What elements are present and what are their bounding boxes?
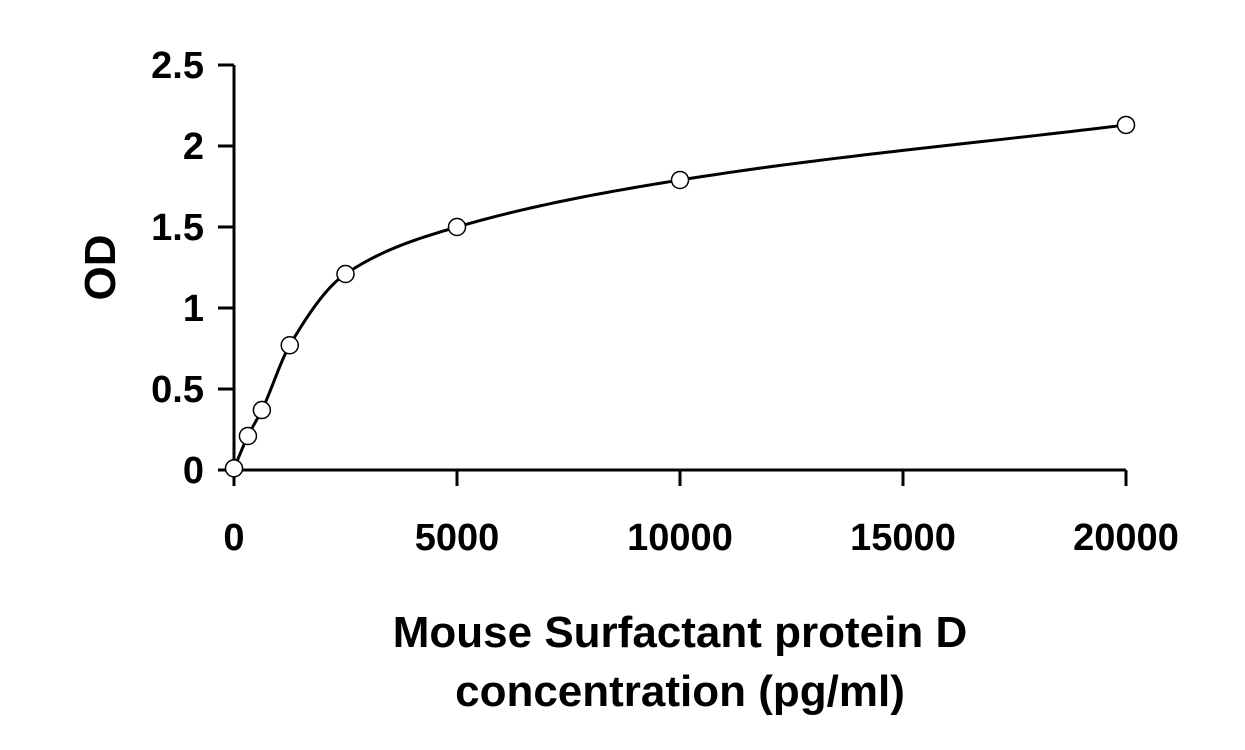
x-tick-label: 0 bbox=[223, 517, 244, 559]
data-point bbox=[252, 400, 272, 420]
y-tick-label: 2 bbox=[183, 126, 204, 168]
x-tick-label: 20000 bbox=[1073, 517, 1179, 559]
chart-axes bbox=[218, 65, 1126, 472]
x-axis-ticks: 0 5000 10000 15000 20000 bbox=[223, 470, 1179, 559]
y-axis-title: OD bbox=[76, 235, 125, 301]
data-point bbox=[1116, 115, 1136, 135]
y-tick-label: 1 bbox=[183, 288, 204, 330]
x-tick-label: 15000 bbox=[850, 517, 956, 559]
data-point bbox=[238, 426, 258, 446]
x-tick-label: 10000 bbox=[627, 517, 733, 559]
y-axis-ticks: 0 0.5 1 1.5 2 2.5 bbox=[151, 45, 234, 492]
data-point bbox=[670, 170, 690, 190]
x-axis-title-line-2: concentration (pg/ml) bbox=[455, 667, 905, 716]
data-point bbox=[224, 459, 244, 478]
data-point bbox=[447, 217, 467, 237]
x-tick-label: 5000 bbox=[415, 517, 500, 559]
data-point bbox=[280, 336, 299, 355]
y-tick-label: 1.5 bbox=[151, 207, 204, 249]
data-points bbox=[224, 115, 1136, 478]
x-axis-title-line-1: Mouse Surfactant protein D bbox=[393, 608, 968, 657]
y-tick-label: 0.5 bbox=[151, 369, 204, 411]
y-tick-label: 0 bbox=[183, 450, 204, 492]
y-tick-label: 2.5 bbox=[151, 45, 204, 87]
data-point bbox=[336, 264, 355, 284]
